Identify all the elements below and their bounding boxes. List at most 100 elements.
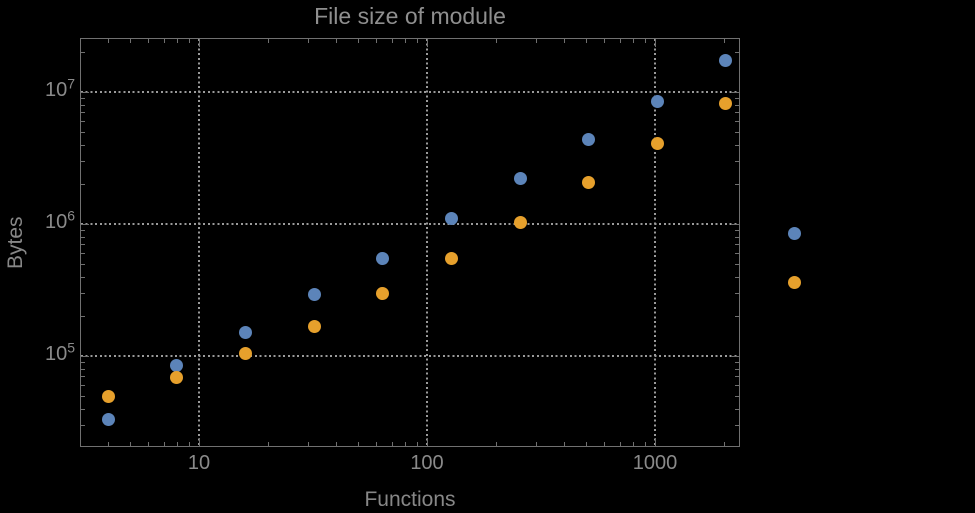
y-minor-tick (81, 230, 85, 231)
y-minor-tick (81, 409, 85, 410)
y-minor-tick (81, 244, 85, 245)
y-minor-tick (81, 132, 85, 133)
y-tick-label: 106 (44, 207, 75, 233)
x-minor-tick (417, 442, 418, 446)
y-minor-tick (81, 98, 85, 99)
orange-series-point-64 (376, 287, 390, 301)
x-tick-label: 1000 (632, 452, 678, 474)
blue-series-point-4 (101, 413, 115, 427)
x-minor-tick (604, 442, 605, 446)
y-minor-tick-right (735, 98, 739, 99)
x-minor-tick-top (376, 39, 377, 43)
x-minor-tick (148, 442, 149, 446)
blue-series-point-16 (239, 326, 253, 340)
x-minor-tick-top (268, 39, 269, 43)
x-minor-tick-top (620, 39, 621, 43)
x-minor-tick (564, 442, 565, 446)
x-minor-tick (358, 442, 359, 446)
x-minor-tick (405, 442, 406, 446)
x-minor-tick-top (633, 39, 634, 43)
x-minor-tick (586, 442, 587, 446)
y-minor-tick-right (735, 293, 739, 294)
y-minor-tick (81, 161, 85, 162)
y-minor-tick-right (735, 121, 739, 122)
x-major-tick (655, 438, 656, 446)
blue-series-point-256 (513, 172, 527, 186)
y-minor-tick (81, 112, 85, 113)
y-minor-tick (81, 264, 85, 265)
y-tick-label: 105 (44, 339, 75, 365)
y-minor-tick-right (735, 369, 739, 370)
blue-series-point-1024 (650, 95, 664, 109)
x-minor-tick-top (148, 39, 149, 43)
y-minor-tick (81, 376, 85, 377)
y-minor-tick-right (735, 145, 739, 146)
x-minor-tick (268, 442, 269, 446)
orange-series-point-16 (239, 346, 253, 360)
y-minor-tick-right (735, 362, 739, 363)
x-minor-tick-top (417, 39, 418, 43)
x-minor-tick-top (645, 39, 646, 43)
horizontal-gridline (81, 91, 739, 93)
y-minor-tick-right (735, 105, 739, 106)
x-minor-tick-top (564, 39, 565, 43)
y-major-tick (81, 224, 89, 225)
x-major-tick-top (199, 39, 200, 47)
orange-series-point-4096 (788, 276, 802, 290)
orange-series-point-32 (307, 320, 321, 334)
orange-series-point-1024 (650, 136, 664, 150)
x-minor-tick (376, 442, 377, 446)
x-minor-tick-top (130, 39, 131, 43)
y-major-tick-right (731, 356, 739, 357)
y-minor-tick (81, 184, 85, 185)
x-minor-tick (130, 442, 131, 446)
y-minor-tick (81, 105, 85, 106)
y-minor-tick-right (735, 264, 739, 265)
x-major-tick (427, 438, 428, 446)
y-major-tick (81, 356, 89, 357)
vertical-gridline (198, 39, 200, 446)
y-minor-tick (81, 362, 85, 363)
x-minor-tick-top (405, 39, 406, 43)
x-minor-tick-top (392, 39, 393, 43)
y-minor-tick (81, 237, 85, 238)
x-minor-tick-top (164, 39, 165, 43)
x-minor-tick (724, 442, 725, 446)
vertical-gridline (654, 39, 656, 446)
blue-series-point-64 (376, 252, 390, 266)
x-minor-tick-top (358, 39, 359, 43)
y-minor-tick (81, 145, 85, 146)
x-minor-tick (633, 442, 634, 446)
y-minor-tick-right (735, 161, 739, 162)
y-tick-label: 107 (44, 75, 75, 101)
x-minor-tick-top (724, 39, 725, 43)
x-minor-tick-top (177, 39, 178, 43)
orange-series-point-512 (582, 176, 596, 190)
x-minor-tick (336, 442, 337, 446)
y-minor-tick (81, 52, 85, 53)
orange-series-point-8 (170, 370, 184, 384)
y-minor-tick (81, 396, 85, 397)
x-minor-tick-top (336, 39, 337, 43)
y-minor-tick-right (735, 396, 739, 397)
orange-series-point-4 (101, 390, 115, 404)
chart-title: File size of module (314, 3, 506, 29)
y-minor-tick-right (735, 237, 739, 238)
y-minor-tick-right (735, 230, 739, 231)
x-minor-tick (189, 442, 190, 446)
x-minor-tick-top (108, 39, 109, 43)
x-minor-tick (620, 442, 621, 446)
y-minor-tick-right (735, 244, 739, 245)
plot-frame (80, 38, 740, 447)
x-minor-tick-top (536, 39, 537, 43)
blue-series-point-2048 (719, 54, 733, 68)
x-minor-tick-top (604, 39, 605, 43)
x-minor-tick (164, 442, 165, 446)
x-minor-tick-top (496, 39, 497, 43)
y-minor-tick (81, 121, 85, 122)
x-minor-tick-top (586, 39, 587, 43)
x-major-tick (199, 438, 200, 446)
y-major-tick-right (731, 224, 739, 225)
orange-series-point-128 (444, 252, 458, 266)
